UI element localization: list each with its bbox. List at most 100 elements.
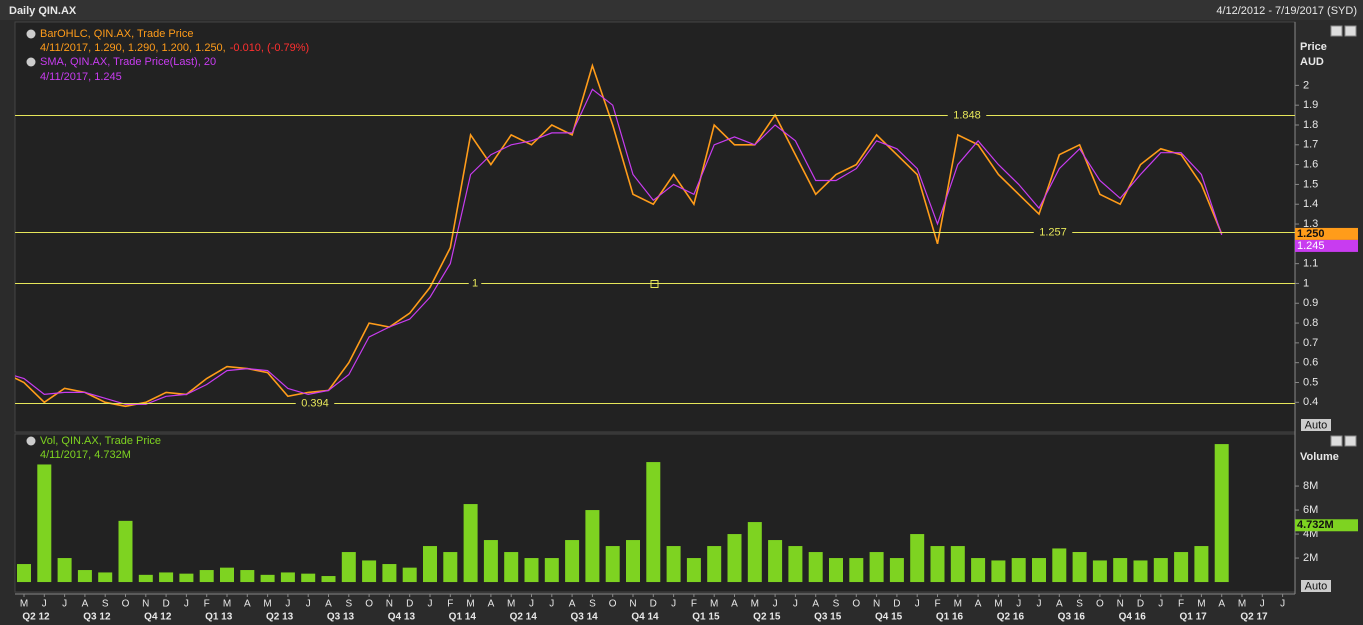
quarter-label: Q4 14 — [631, 612, 659, 623]
restore-button[interactable] — [1330, 435, 1343, 447]
volume-bar — [463, 504, 478, 583]
quarter-label: Q1 15 — [692, 612, 720, 623]
y-tick-label: 1.8 — [1303, 119, 1318, 131]
y-tick-label: 2M — [1303, 552, 1318, 564]
x-tick-label: S — [833, 599, 840, 610]
window-buttons[interactable] — [1330, 25, 1357, 447]
price-line — [15, 62, 1223, 408]
volume-bar — [930, 546, 945, 583]
x-tick-label: S — [1076, 599, 1083, 610]
x-tick-label: F — [691, 599, 697, 610]
x-tick-label: F — [447, 599, 453, 610]
volume-bar — [544, 558, 559, 583]
volume-bar — [686, 558, 701, 583]
volume-bar — [1052, 548, 1067, 583]
volume-bar — [321, 576, 336, 583]
x-tick-label: F — [1178, 599, 1184, 610]
volume-bar — [910, 534, 925, 583]
reference-label-bg — [1033, 226, 1073, 239]
volume-bar — [0, 570, 11, 582]
close-button[interactable] — [1344, 435, 1357, 447]
quarter-label: Q2 12 — [22, 612, 50, 623]
auto-button-label[interactable]: Auto — [1305, 419, 1328, 431]
restore-button[interactable] — [1330, 25, 1343, 37]
x-tick-label: M — [994, 599, 1002, 610]
quarter-label: Q2 15 — [753, 612, 781, 623]
x-tick-label: O — [365, 599, 373, 610]
volume-bar — [483, 540, 498, 583]
volume-bar — [341, 552, 356, 583]
volume-bar — [77, 570, 92, 583]
quarter-label: Q3 13 — [327, 612, 355, 623]
auto-button[interactable] — [1301, 580, 1331, 592]
close-button[interactable] — [1344, 25, 1357, 37]
x-tick-label: J — [428, 599, 433, 610]
y-tick-label: 0.8 — [1303, 317, 1318, 329]
legend-icon[interactable] — [26, 57, 36, 67]
quarter-label: Q3 15 — [814, 612, 842, 623]
x-tick-label: J — [915, 599, 920, 610]
x-tick-label: M — [954, 599, 962, 610]
x-tick-label: M — [751, 599, 759, 610]
legend-values: 4/11/2017, 1.290, 1.290, 1.200, 1.250, — [40, 42, 226, 54]
volume-bar — [788, 546, 803, 583]
volume-bar — [991, 560, 1006, 583]
auto-button[interactable] — [1301, 419, 1331, 431]
x-tick-label: D — [406, 599, 413, 610]
x-tick-label: S — [102, 599, 109, 610]
volume-bar — [159, 572, 174, 583]
x-tick-label: A — [244, 599, 251, 610]
auto-button-label[interactable]: Auto — [1305, 580, 1328, 592]
line-handle[interactable] — [650, 280, 659, 288]
y-tick-label: 1.9 — [1303, 99, 1318, 111]
volume-bar — [57, 558, 72, 583]
volume-bar — [1194, 546, 1209, 583]
x-tick-label: J — [1280, 599, 1285, 610]
volume-bar — [199, 570, 214, 583]
volume-bar — [565, 540, 580, 583]
y-tick-label: 1.1 — [1303, 258, 1318, 270]
x-tick-label: F — [934, 599, 940, 610]
sma-line — [15, 88, 1223, 405]
reference-label: 0.394 — [301, 397, 329, 409]
price-panel — [14, 21, 1296, 433]
volume-bar — [1153, 558, 1168, 583]
quarter-label: Q3 14 — [570, 612, 598, 623]
x-tick-label: A — [325, 599, 332, 610]
x-tick-label: J — [1037, 599, 1042, 610]
x-tick-label: M — [1238, 599, 1246, 610]
y-tick-label: 1.4 — [1303, 198, 1318, 210]
quarter-label: Q4 16 — [1119, 612, 1147, 623]
x-tick-label: M — [466, 599, 474, 610]
quarter-label: Q3 12 — [83, 612, 111, 623]
x-tick-label: S — [589, 599, 596, 610]
volume-bar — [707, 546, 722, 583]
last-value-tag — [1295, 227, 1358, 240]
x-tick-label: M — [507, 599, 515, 610]
x-tick-label: J — [1016, 599, 1021, 610]
legend-entry: SMA, QIN.AX, Trade Price(Last), 20 — [40, 56, 216, 68]
volume-bar — [626, 540, 640, 583]
last-value-tag — [1295, 519, 1358, 532]
legend-icon[interactable] — [26, 436, 36, 446]
legend-icon[interactable] — [26, 29, 36, 39]
volume-bar — [17, 564, 31, 583]
quarter-label: Q4 15 — [875, 612, 903, 623]
x-tick-label: A — [82, 599, 89, 610]
date-range: 4/12/2012 - 7/19/2017 (SYD) — [1216, 5, 1357, 17]
y-tick-label: 0.9 — [1303, 297, 1318, 309]
y-tick-label: 6M — [1303, 504, 1318, 516]
x-tick-label: J — [184, 599, 189, 610]
quarter-label: Q1 14 — [449, 612, 477, 623]
volume-bar — [260, 574, 275, 583]
volume-bar — [179, 573, 194, 583]
volume-bar — [1113, 558, 1128, 583]
x-tick-label: A — [812, 599, 819, 610]
header-bar — [0, 0, 1363, 20]
legend-detail: 4/11/2017, 4.732M — [40, 449, 131, 461]
volume-bar — [402, 567, 417, 583]
x-tick-label: D — [650, 599, 657, 610]
legend-detail: 4/11/2017, 1.290, 1.290, 1.200, 1.250, -0… — [40, 42, 309, 54]
quarter-label: Q2 17 — [1240, 612, 1268, 623]
volume-bar — [1092, 560, 1107, 583]
